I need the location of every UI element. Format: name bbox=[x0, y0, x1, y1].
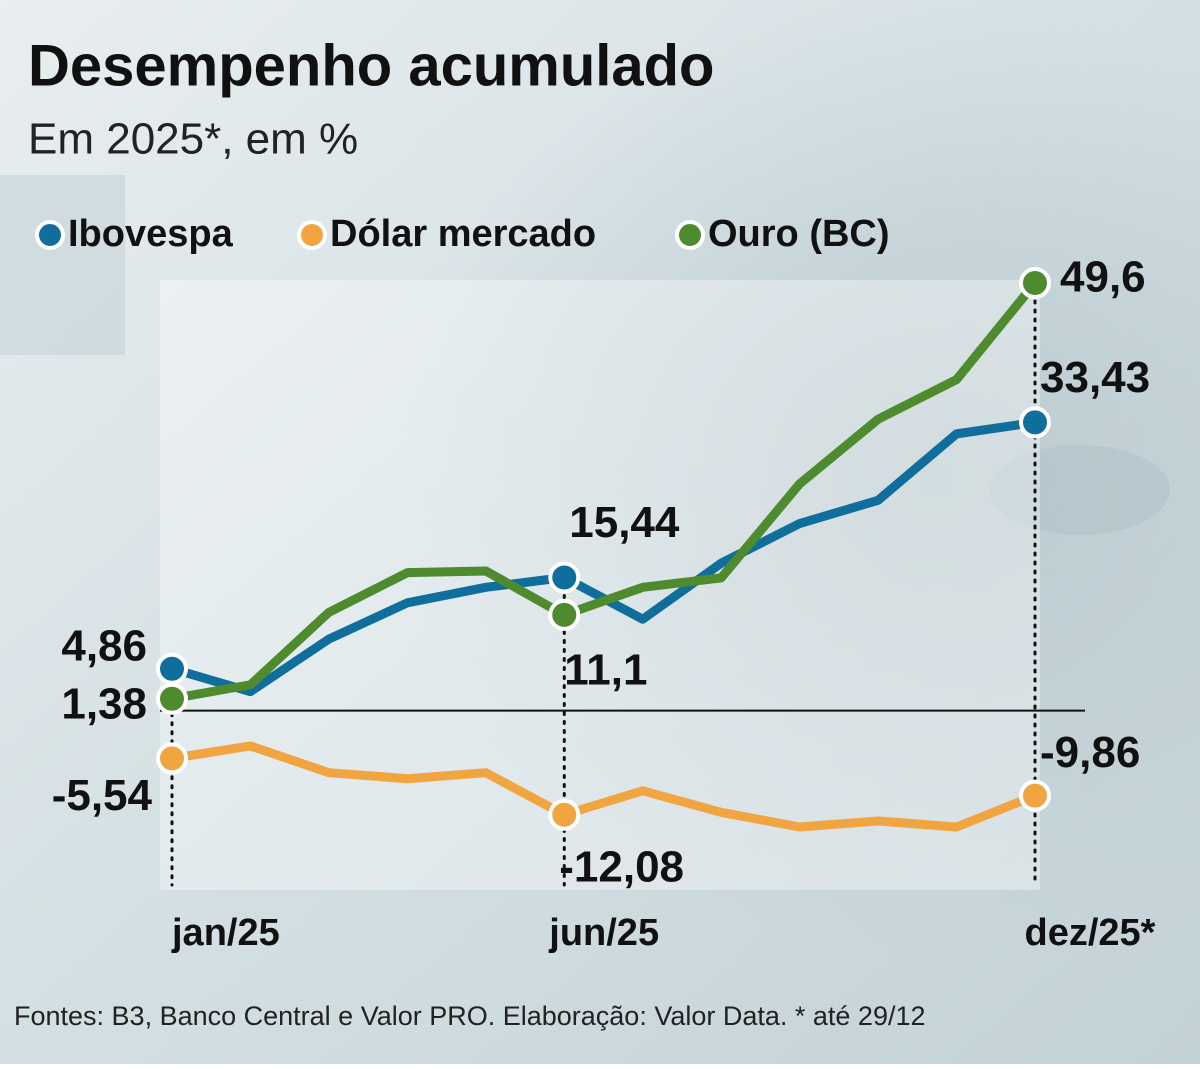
point-marker bbox=[548, 598, 581, 631]
legend-label: Ouro (BC) bbox=[708, 213, 890, 255]
x-tick-label: dez/25* bbox=[1025, 912, 1156, 954]
data-label: 15,44 bbox=[569, 498, 680, 547]
chart-subtitle: Em 2025*, em % bbox=[28, 115, 358, 164]
background-shape bbox=[0, 175, 125, 355]
plot: Ibovespa Dólar mercado Ouro (BC) jan/25 jun/… bbox=[35, 213, 1156, 954]
point-marker bbox=[156, 742, 188, 775]
data-label: -9,86 bbox=[1040, 728, 1140, 777]
data-label: 33,43 bbox=[1040, 353, 1150, 402]
background-eye bbox=[990, 445, 1170, 535]
point-marker bbox=[548, 798, 581, 831]
series-line bbox=[171, 280, 1039, 704]
point-marker bbox=[1019, 267, 1051, 299]
data-label: 49,6 bbox=[1060, 253, 1146, 302]
data-label: -12,08 bbox=[559, 842, 684, 891]
legend-label: Ibovespa bbox=[68, 213, 234, 255]
x-tick-label: jan/25 bbox=[171, 912, 280, 954]
data-label: 11,1 bbox=[564, 646, 647, 695]
source-note: Fontes: B3, Banco Central e Valor PRO. E… bbox=[14, 1001, 926, 1031]
point-marker bbox=[156, 682, 188, 715]
point-marker bbox=[156, 652, 188, 685]
legend-marker bbox=[675, 220, 705, 250]
series-line bbox=[171, 741, 1037, 832]
legend-marker bbox=[297, 220, 327, 250]
plot-area bbox=[160, 280, 1040, 890]
legend-marker bbox=[35, 220, 65, 250]
data-label: -5,54 bbox=[52, 771, 153, 820]
x-tick-label: jun/25 bbox=[548, 912, 659, 954]
point-marker bbox=[548, 561, 581, 594]
data-label: 1,38 bbox=[61, 679, 147, 728]
point-marker bbox=[1019, 406, 1051, 439]
legend-label: Dólar mercado bbox=[330, 213, 596, 255]
point-marker bbox=[1019, 779, 1051, 812]
data-label: 4,86 bbox=[61, 621, 147, 670]
chart-title: Desempenho acumulado bbox=[28, 33, 714, 98]
